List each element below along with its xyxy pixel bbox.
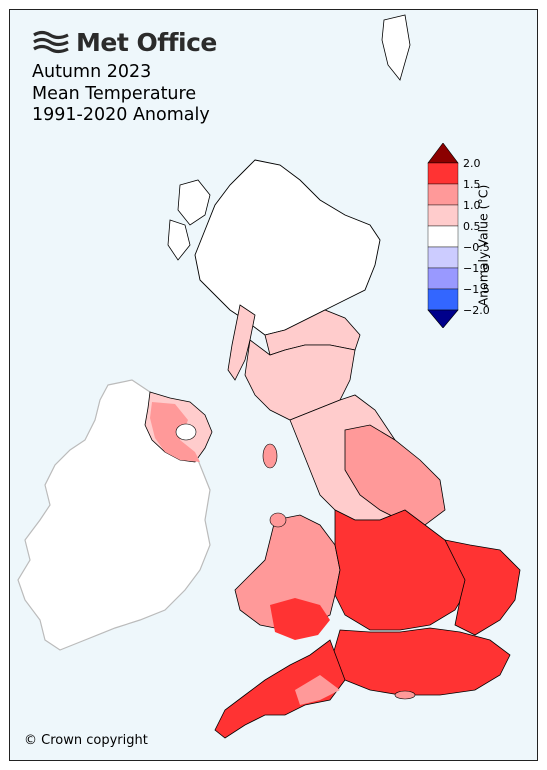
- legend-tick-minus-1.0: −1.0: [463, 262, 490, 275]
- brand-name: Met Office: [76, 28, 217, 57]
- legend-bin: [427, 288, 459, 311]
- legend-title: Anomaly Value (°C): [475, 184, 491, 307]
- legend-tick-1.0: 1.0: [463, 199, 481, 212]
- copyright-notice: © Crown copyright: [24, 733, 148, 748]
- legend-tick-1.5: 1.5: [463, 178, 481, 191]
- lough-neagh: [175, 423, 197, 441]
- south-west-medium-patch: [295, 675, 340, 705]
- title-baseline: 1991-2020 Anomaly: [32, 105, 210, 125]
- title-season: Autumn 2023: [32, 62, 152, 82]
- legend-arrow-low: [427, 309, 459, 328]
- legend-tick-0.5: 0.5: [463, 220, 481, 233]
- legend-tick-minus-2.0: −2.0: [463, 304, 490, 317]
- legend-bin: [427, 183, 459, 206]
- south-wales-strong: [270, 598, 330, 640]
- met-office-wave-icon: [33, 30, 69, 53]
- legend-bin: [427, 162, 459, 185]
- title-variable: Mean Temperature: [32, 84, 197, 104]
- legend-tick-minus-1.5: −1.5: [463, 283, 490, 296]
- legend-bin: [427, 204, 459, 227]
- north-east-england-medium: [344, 424, 446, 526]
- scottish-islands: [167, 14, 411, 261]
- anglesey: [269, 512, 287, 528]
- scotland-highlands: [194, 159, 381, 336]
- legend-tick-minus-0.5: −0.5: [463, 241, 490, 254]
- ni-west-medium: [150, 402, 200, 462]
- scotland-west-strip: [227, 304, 256, 381]
- east-anglia: [444, 539, 521, 636]
- south-west-england: [214, 639, 346, 739]
- legend-bin: [427, 246, 459, 269]
- legend-bin: [427, 225, 459, 248]
- south-england: [329, 627, 511, 696]
- legend-bin: [427, 267, 459, 290]
- isle-of-man: [262, 443, 278, 469]
- scotland-south: [244, 339, 356, 421]
- met-office-logo: Met Office: [32, 28, 217, 57]
- legend-colorbar: [427, 143, 459, 328]
- legend-arrow-high: [427, 143, 459, 164]
- legend-tick-2.0: 2.0: [463, 157, 481, 170]
- isle-of-wight: [394, 690, 416, 700]
- midlands-east: [334, 509, 471, 631]
